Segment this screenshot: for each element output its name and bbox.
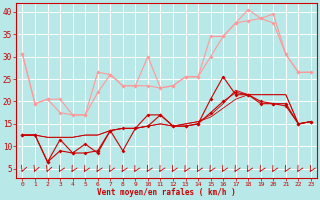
X-axis label: Vent moyen/en rafales ( km/h ): Vent moyen/en rafales ( km/h ) <box>97 188 236 197</box>
